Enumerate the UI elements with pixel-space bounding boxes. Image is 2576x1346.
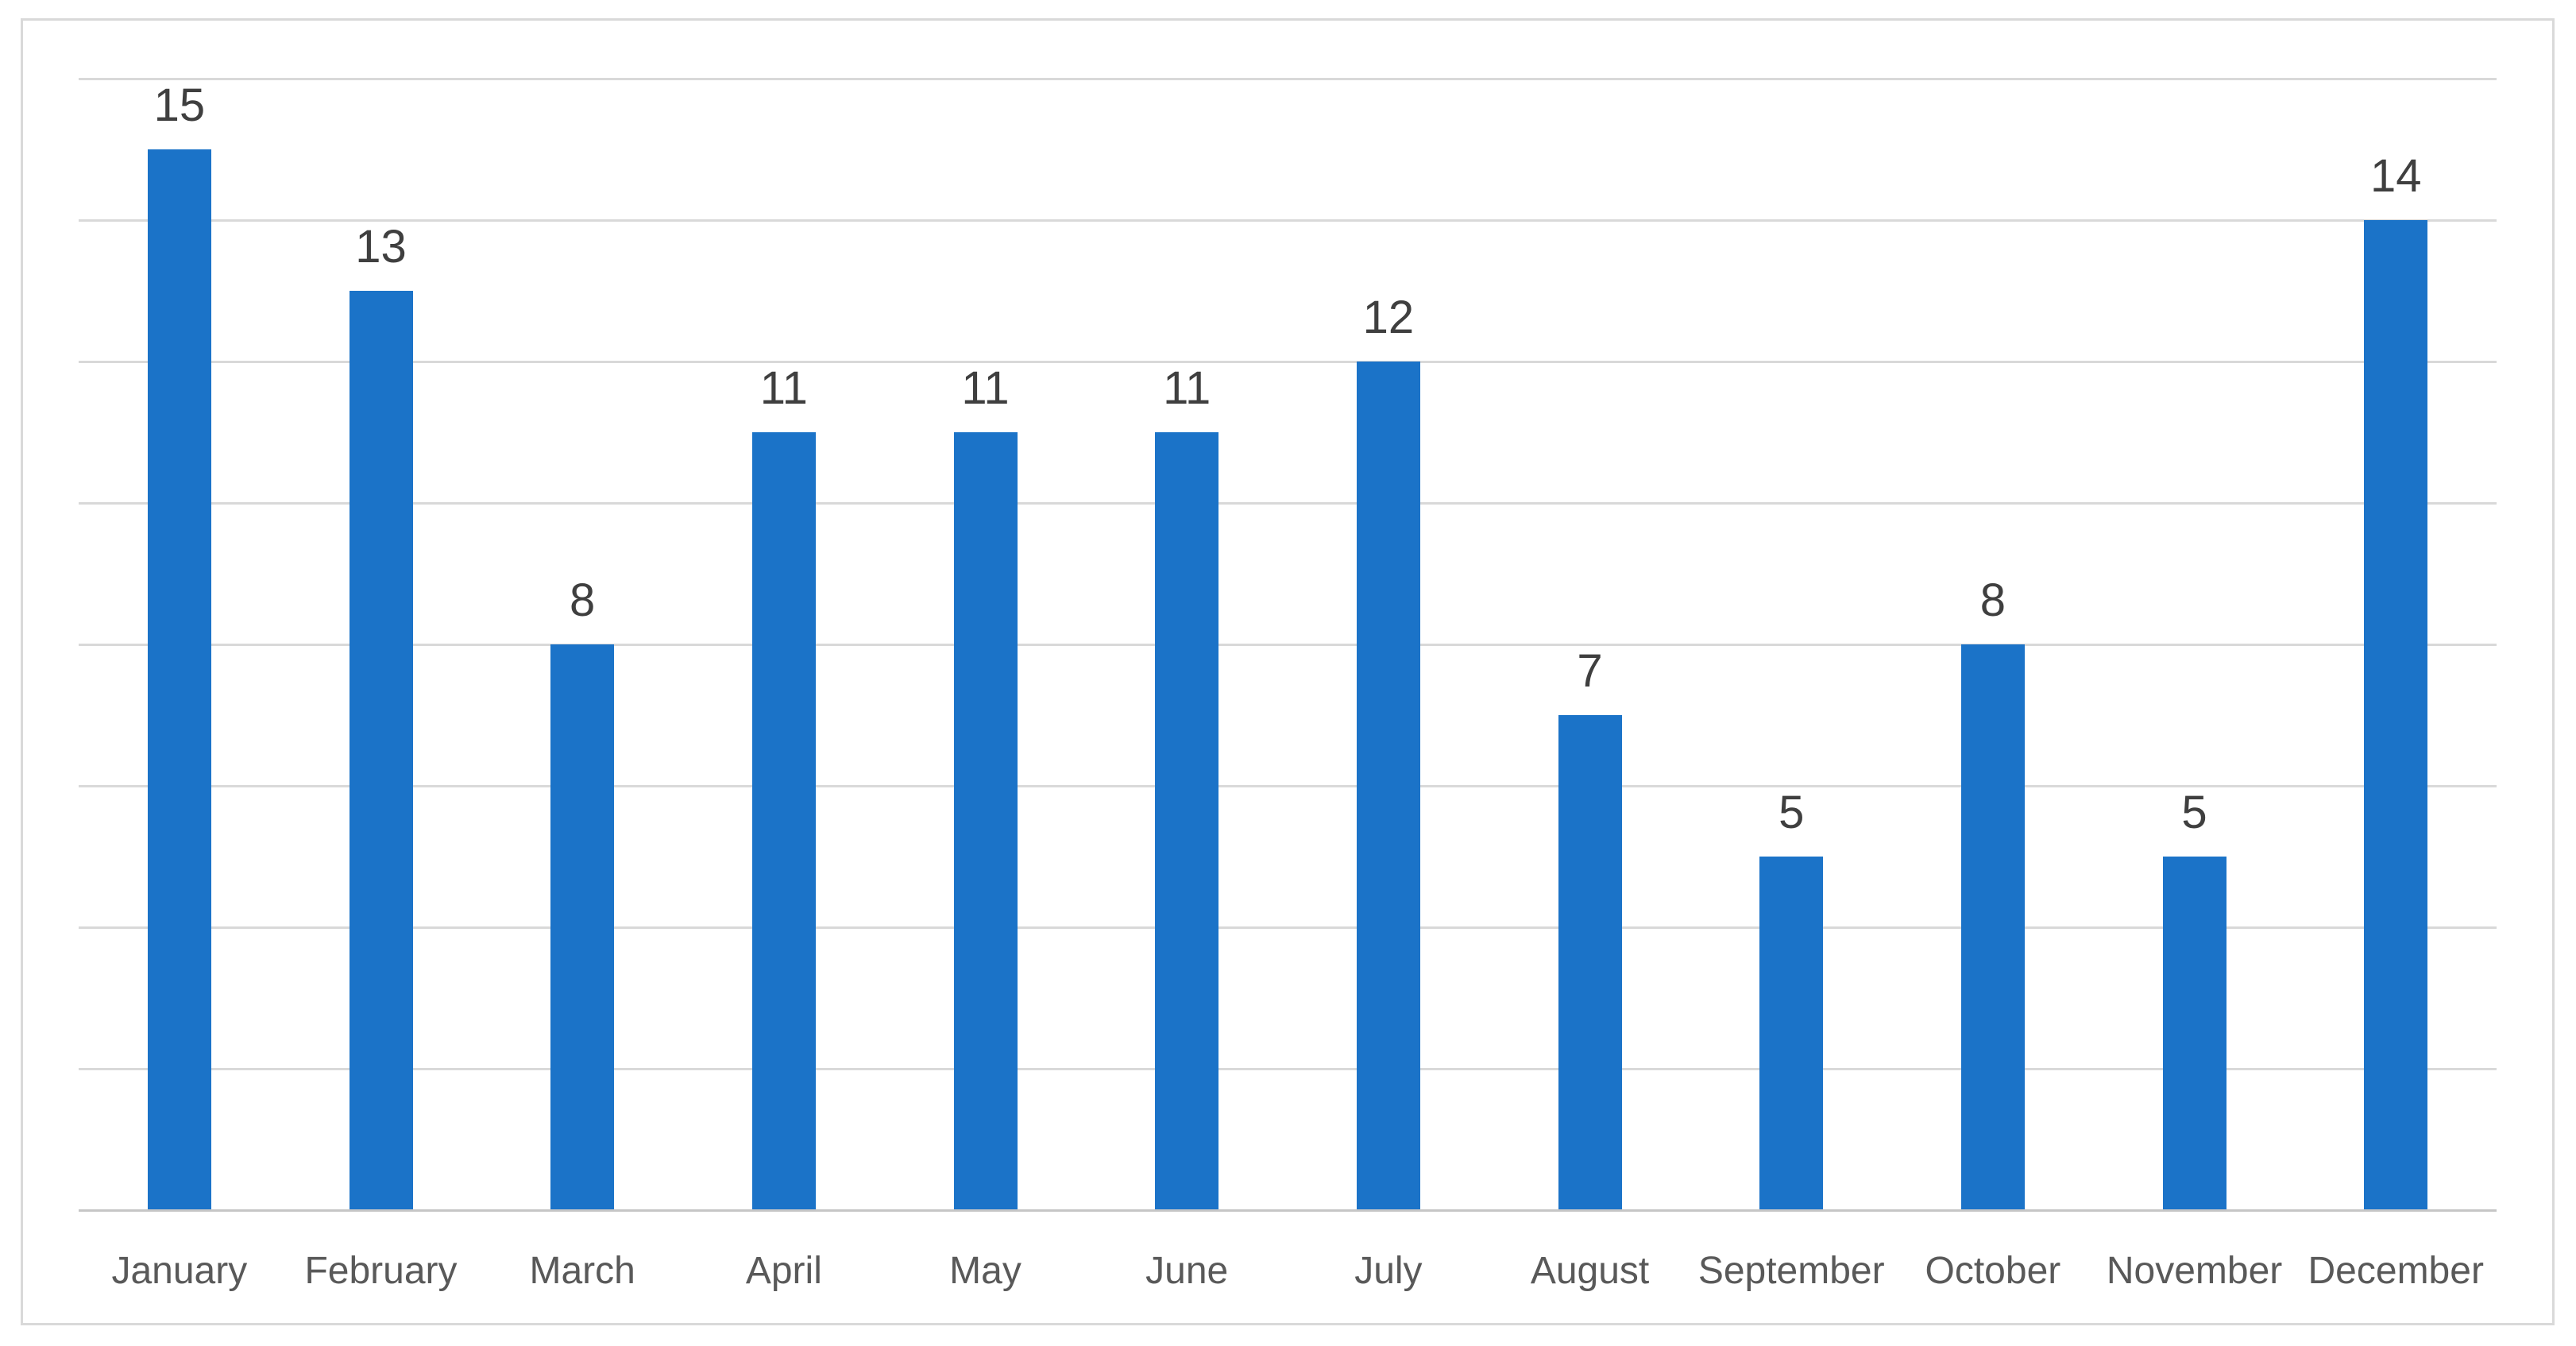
bar-july[interactable] — [1356, 362, 1420, 1210]
x-axis-label-april: April — [745, 1250, 822, 1292]
category-slot-december: 14 — [2295, 79, 2497, 1210]
bar-october[interactable] — [1960, 644, 2025, 1210]
x-axis-label-january: January — [111, 1250, 248, 1292]
bar-may[interactable] — [953, 432, 1018, 1210]
category-slot-april: 11 — [683, 79, 885, 1210]
bar-june[interactable] — [1155, 432, 1219, 1210]
x-axis-label-november: November — [2106, 1250, 2283, 1292]
data-label-march: 8 — [570, 574, 596, 626]
x-axis-label-july: July — [1354, 1250, 1423, 1292]
gridline-10 — [79, 501, 2497, 505]
plot-area: 15 13 8 11 11 11 12 7 5 8 5 14 — [79, 77, 2497, 1212]
bar-august[interactable] — [1558, 715, 1622, 1210]
bar-april[interactable] — [751, 432, 816, 1210]
data-label-november: 5 — [2181, 787, 2207, 838]
bar-september[interactable] — [1759, 857, 1824, 1210]
data-label-april: 11 — [759, 362, 808, 414]
category-slot-june: 11 — [1086, 79, 1288, 1210]
bar-january[interactable] — [147, 149, 211, 1210]
x-axis-label-september: September — [1697, 1250, 1885, 1292]
category-slot-march: 8 — [481, 79, 683, 1210]
category-slot-september: 5 — [1690, 79, 1892, 1210]
bar-march[interactable] — [550, 644, 615, 1210]
category-slot-january: 15 — [79, 79, 280, 1210]
gridline-2 — [79, 1067, 2497, 1070]
data-label-july: 12 — [1362, 292, 1415, 343]
gridline-4 — [79, 926, 2497, 929]
x-axis-labels: January February March April May June July Augu… — [79, 1248, 2497, 1294]
bar-february[interactable] — [349, 291, 413, 1210]
category-slot-november: 5 — [2094, 79, 2296, 1210]
data-label-june: 11 — [1163, 362, 1211, 414]
bar-december[interactable] — [2364, 220, 2428, 1210]
x-axis-line — [79, 1209, 2497, 1212]
x-axis-label-december: December — [2308, 1250, 2484, 1292]
x-axis-label-october: October — [1925, 1250, 2061, 1292]
bar-november[interactable] — [2162, 857, 2226, 1210]
data-label-september: 5 — [1778, 787, 1805, 838]
data-label-may: 11 — [961, 362, 1010, 414]
gridline-12 — [79, 360, 2497, 363]
x-axis-label-february: February — [304, 1250, 458, 1292]
gridline-16 — [79, 77, 2497, 80]
category-slot-may: 11 — [885, 79, 1087, 1210]
data-label-august: 7 — [1577, 645, 1603, 697]
category-slot-february: 13 — [280, 79, 482, 1210]
data-label-october: 8 — [1979, 574, 2006, 626]
chart-frame: 15 13 8 11 11 11 12 7 5 8 5 14 January February March… — [21, 18, 2555, 1325]
bar-series: 15 13 8 11 11 11 12 7 5 8 5 14 — [79, 79, 2497, 1210]
gridline-8 — [79, 643, 2497, 646]
x-axis-label-june: June — [1145, 1250, 1229, 1292]
gridline-6 — [79, 784, 2497, 787]
category-slot-october: 8 — [1892, 79, 2094, 1210]
data-label-december: 14 — [2369, 150, 2422, 202]
data-label-february: 13 — [355, 221, 407, 273]
category-slot-august: 7 — [1489, 79, 1691, 1210]
x-axis-label-march: March — [529, 1250, 635, 1292]
category-slot-july: 12 — [1288, 79, 1489, 1210]
x-axis-label-may: May — [949, 1250, 1022, 1292]
x-axis-label-august: August — [1530, 1250, 1650, 1292]
gridline-14 — [79, 219, 2497, 222]
data-label-january: 15 — [153, 79, 206, 131]
